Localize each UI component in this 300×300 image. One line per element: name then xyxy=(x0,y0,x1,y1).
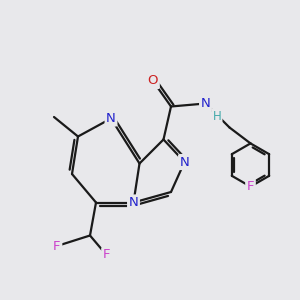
Text: O: O xyxy=(148,74,158,88)
Text: N: N xyxy=(201,97,210,110)
Text: N: N xyxy=(129,196,138,209)
Text: F: F xyxy=(247,180,254,193)
Text: F: F xyxy=(103,248,110,262)
Text: N: N xyxy=(106,112,116,125)
Text: N: N xyxy=(180,155,189,169)
Text: H: H xyxy=(212,110,221,123)
Text: F: F xyxy=(53,239,61,253)
